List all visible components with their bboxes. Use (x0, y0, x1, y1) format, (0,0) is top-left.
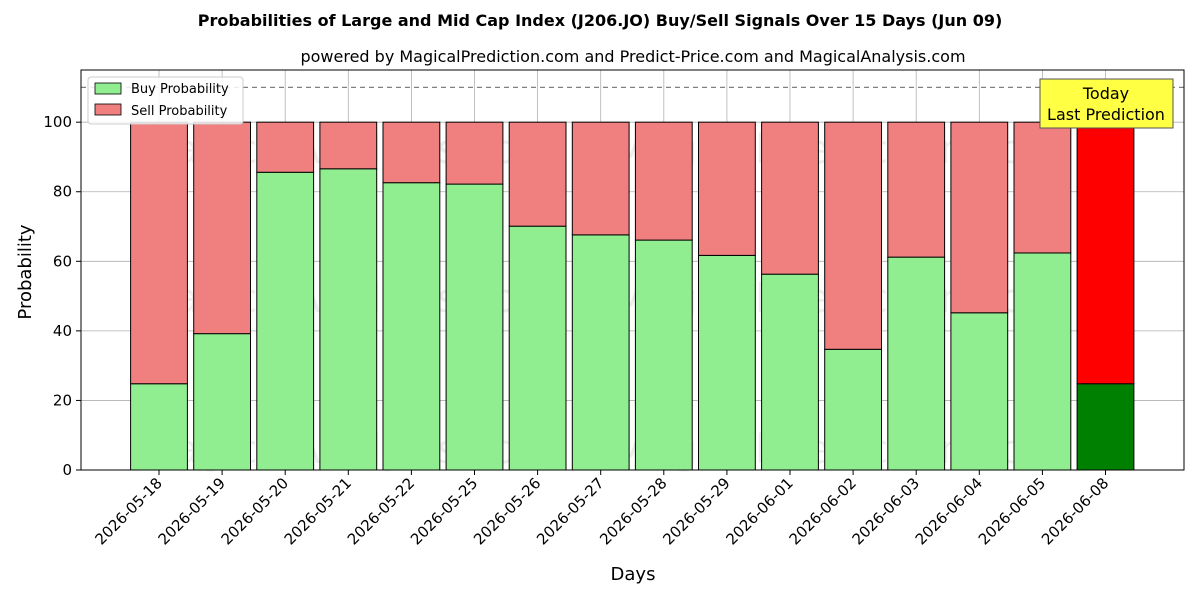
chart-subtitle: powered by MagicalPrediction.com and Pre… (300, 47, 965, 66)
legend: Buy Probability Sell Probability (87, 76, 244, 125)
bar-buy-2026-05-22 (382, 182, 441, 471)
bar-sell-2026-05-26 (508, 121, 567, 227)
x-tick-label: 2026-06-01 (722, 474, 796, 548)
bar-sell-2026-05-20 (256, 121, 315, 173)
x-axis-label: Days (611, 564, 656, 585)
bar-buy-2026-05-28 (634, 239, 693, 471)
x-tick-label: 2026-05-22 (344, 474, 418, 548)
x-tick-label: 2026-05-21 (281, 474, 355, 548)
bar-buy-2026-06-08 (1076, 383, 1135, 471)
bar-buy-2026-06-01 (761, 273, 819, 471)
y-axis-ticks: 0 20 40 60 80 100 (43, 113, 81, 479)
bar-buy-2026-06-03 (887, 256, 946, 471)
legend-buy-swatch (94, 82, 122, 95)
y-tick-label: 20 (53, 391, 72, 409)
bar-sell-2026-05-22 (382, 121, 441, 184)
bar-buy-2026-05-19 (193, 333, 251, 471)
bar-sell-2026-05-29 (698, 121, 756, 256)
x-tick-label: 2026-06-02 (786, 474, 860, 548)
x-tick-label: 2026-05-20 (218, 474, 292, 548)
bar-buy-2026-05-18 (130, 383, 188, 471)
x-tick-label: 2026-05-26 (470, 474, 544, 548)
bar-buy-2026-05-25 (445, 183, 504, 471)
bar-buy-2026-05-27 (571, 234, 630, 471)
bar-buy-2026-05-29 (698, 254, 756, 471)
legend-box (87, 76, 244, 125)
y-axis-label: Probability (15, 224, 36, 319)
y-tick-label: 80 (53, 183, 72, 201)
bar-sell-2026-05-27 (571, 121, 630, 236)
x-tick-label: 2026-06-04 (912, 474, 986, 548)
bar-sell-2026-06-05 (1013, 121, 1072, 254)
x-tick-label: 2026-05-27 (533, 474, 607, 548)
bar-sell-2026-06-04 (950, 121, 1009, 314)
today-annotation-line1: Today (1082, 84, 1129, 103)
bar-buy-2026-05-21 (319, 168, 378, 471)
bar-sell-2026-06-08 (1076, 121, 1135, 385)
x-tick-label: 2026-05-25 (407, 474, 481, 548)
x-tick-label: 2026-05-28 (596, 474, 670, 548)
bar-buy-2026-05-26 (508, 225, 567, 471)
today-annotation: Today Last Prediction (1039, 78, 1174, 129)
x-tick-label: 2026-05-29 (659, 474, 733, 548)
bar-buy-2026-06-04 (950, 312, 1009, 471)
bar-sell-2026-05-25 (445, 121, 504, 185)
x-tick-label: 2026-06-08 (1038, 474, 1112, 548)
x-tick-label: 2026-05-19 (155, 474, 229, 548)
today-annotation-line2: Last Prediction (1047, 105, 1165, 124)
x-tick-label: 2026-05-18 (91, 474, 165, 548)
bar-sell-2026-06-01 (761, 121, 819, 275)
legend-sell-swatch (94, 103, 122, 116)
bar-sell-2026-05-28 (634, 121, 693, 241)
bars (130, 121, 1135, 471)
bar-sell-2026-05-19 (193, 121, 251, 335)
bar-sell-2026-05-18 (130, 121, 188, 385)
y-tick-label: 40 (53, 322, 72, 340)
bar-sell-2026-06-02 (824, 121, 883, 350)
x-tick-label: 2026-06-03 (849, 474, 923, 548)
y-tick-label: 0 (62, 461, 72, 479)
plot-area: MagicalAnalysis.comMagicalPrediction.com… (80, 69, 1185, 473)
chart-title: Probabilities of Large and Mid Cap Index… (198, 11, 1003, 30)
today-annotation-box (1039, 78, 1174, 129)
plot-frame (80, 69, 1185, 471)
bar-buy-2026-05-20 (256, 171, 315, 471)
x-axis-ticks: 2026-05-182026-05-192026-05-202026-05-21… (91, 470, 1112, 548)
legend-buy-label: Buy Probability (131, 82, 229, 97)
bar-buy-2026-06-05 (1013, 252, 1072, 471)
y-tick-label: 60 (53, 252, 72, 270)
bar-sell-2026-05-21 (319, 121, 378, 170)
bar-buy-2026-06-02 (824, 348, 883, 471)
x-tick-label: 2026-06-05 (975, 474, 1049, 548)
bar-sell-2026-06-03 (887, 121, 946, 258)
legend-sell-label: Sell Probability (131, 104, 228, 119)
y-tick-label: 100 (43, 113, 72, 131)
